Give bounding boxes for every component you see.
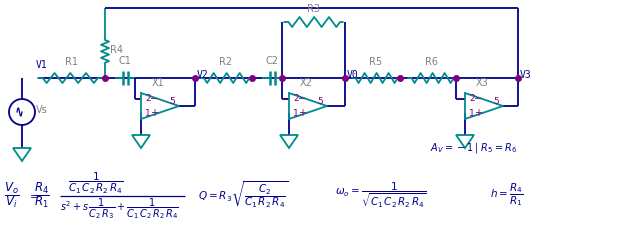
Text: +: + — [474, 108, 482, 118]
Text: X3: X3 — [476, 78, 488, 88]
Text: $=$: $=$ — [27, 190, 39, 200]
Text: R1: R1 — [65, 57, 78, 67]
Text: X1: X1 — [152, 78, 164, 88]
Text: 5: 5 — [493, 96, 499, 106]
Text: V3: V3 — [520, 70, 532, 80]
Text: $h = \dfrac{R_4}{R_1}$: $h = \dfrac{R_4}{R_1}$ — [490, 182, 524, 208]
Text: R4: R4 — [110, 45, 123, 55]
Text: Vs: Vs — [36, 105, 48, 115]
Text: $\dfrac{R_4}{R_1}$: $\dfrac{R_4}{R_1}$ — [34, 180, 50, 210]
Text: R2: R2 — [220, 57, 232, 67]
Text: +: + — [150, 108, 158, 118]
Text: $A_V = -1\;|\;R_5 = R_6$: $A_V = -1\;|\;R_5 = R_6$ — [430, 141, 517, 155]
Text: 2: 2 — [293, 95, 299, 103]
Text: R3: R3 — [307, 4, 320, 14]
Text: 2: 2 — [469, 95, 475, 103]
Text: V1: V1 — [36, 60, 48, 70]
Text: V0: V0 — [347, 70, 359, 80]
Text: X2: X2 — [300, 78, 312, 88]
Text: V2: V2 — [197, 70, 209, 80]
Text: R5: R5 — [369, 57, 383, 67]
Text: 2: 2 — [145, 95, 150, 103]
Text: −: − — [298, 94, 306, 104]
Text: $\omega_o = \dfrac{1}{\sqrt{C_1\,C_2\,R_2\,R_4}}$: $\omega_o = \dfrac{1}{\sqrt{C_1\,C_2\,R_… — [335, 180, 427, 210]
Text: −: − — [150, 94, 158, 104]
Text: C2: C2 — [266, 56, 278, 66]
Text: C1: C1 — [118, 56, 131, 66]
Text: 5: 5 — [169, 96, 175, 106]
Text: $\dfrac{1}{C_1\,C_2\,R_2\,R_4}$: $\dfrac{1}{C_1\,C_2\,R_2\,R_4}$ — [68, 170, 124, 196]
Text: $s^2 + s\,\dfrac{1}{C_2\,R_3} + \dfrac{1}{C_1\,C_2\,R_2\,R_4}$: $s^2 + s\,\dfrac{1}{C_2\,R_3} + \dfrac{1… — [60, 197, 179, 222]
Text: 5: 5 — [317, 96, 323, 106]
Text: 1: 1 — [293, 108, 299, 118]
Text: 1: 1 — [469, 108, 475, 118]
Text: R6: R6 — [426, 57, 438, 67]
Text: −: − — [474, 94, 482, 104]
Text: $Q = R_3\sqrt{\dfrac{C_2}{C_1\,R_2\,R_4}}$: $Q = R_3\sqrt{\dfrac{C_2}{C_1\,R_2\,R_4}… — [198, 180, 289, 210]
Text: 1: 1 — [145, 108, 151, 118]
Text: $\dfrac{V_o}{V_i}$: $\dfrac{V_o}{V_i}$ — [4, 180, 19, 210]
Text: +: + — [298, 108, 306, 118]
